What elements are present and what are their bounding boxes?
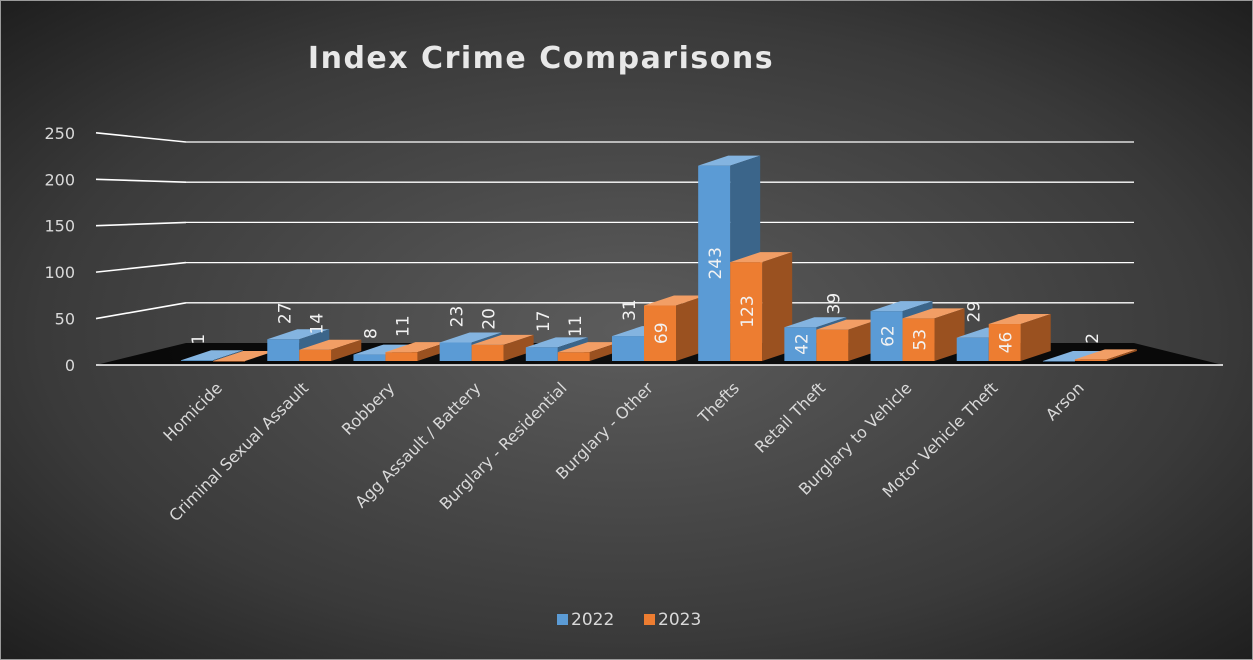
bar-front-face bbox=[440, 343, 472, 361]
bar-front-face bbox=[353, 355, 385, 361]
y-tick-label: 250 bbox=[44, 124, 75, 143]
bar-front-face bbox=[472, 345, 504, 361]
data-label: 123 bbox=[738, 295, 758, 327]
data-label: 27 bbox=[275, 302, 295, 324]
bar-front-face bbox=[1043, 361, 1075, 362]
y-tick-label: 150 bbox=[44, 217, 75, 236]
bar-front-face bbox=[1075, 359, 1107, 361]
bar-front-face bbox=[526, 347, 558, 361]
bar-front-face bbox=[213, 361, 245, 362]
data-label: 1 bbox=[189, 334, 209, 345]
data-label: 53 bbox=[911, 329, 931, 351]
bar-front-face bbox=[299, 350, 331, 361]
y-tick-label: 50 bbox=[55, 310, 75, 329]
data-label: 69 bbox=[652, 322, 672, 344]
bar-front-face bbox=[385, 352, 417, 361]
chart-title: Index Crime Comparisons bbox=[308, 41, 774, 76]
data-label: 31 bbox=[620, 299, 640, 321]
data-label: 46 bbox=[997, 332, 1017, 354]
legend-swatch bbox=[557, 614, 568, 625]
data-label: 2 bbox=[1083, 333, 1103, 344]
data-label: 11 bbox=[566, 315, 586, 337]
data-label: 29 bbox=[965, 301, 985, 323]
bar-front-face bbox=[816, 330, 848, 361]
legend-label: 2022 bbox=[571, 610, 614, 630]
y-tick-label: 100 bbox=[44, 263, 75, 282]
data-label: 20 bbox=[480, 308, 500, 330]
data-label: 11 bbox=[393, 315, 413, 337]
bar-front-face bbox=[957, 338, 989, 361]
data-label: 17 bbox=[534, 311, 554, 333]
y-tick-label: 200 bbox=[44, 170, 75, 189]
y-tick-label: 0 bbox=[65, 356, 75, 375]
data-label: 23 bbox=[448, 306, 468, 328]
data-label: 39 bbox=[824, 293, 844, 315]
data-label: 243 bbox=[706, 247, 726, 279]
bar-front-face bbox=[558, 352, 590, 361]
data-label: 62 bbox=[879, 325, 899, 347]
data-label: 8 bbox=[361, 328, 381, 339]
legend-swatch bbox=[644, 614, 655, 625]
legend-label: 2023 bbox=[658, 610, 701, 630]
data-label: 42 bbox=[792, 333, 812, 355]
bar-front-face bbox=[612, 336, 644, 361]
bar-front-face bbox=[267, 339, 299, 361]
data-label: 14 bbox=[307, 313, 327, 335]
bar-front-face bbox=[181, 360, 213, 361]
